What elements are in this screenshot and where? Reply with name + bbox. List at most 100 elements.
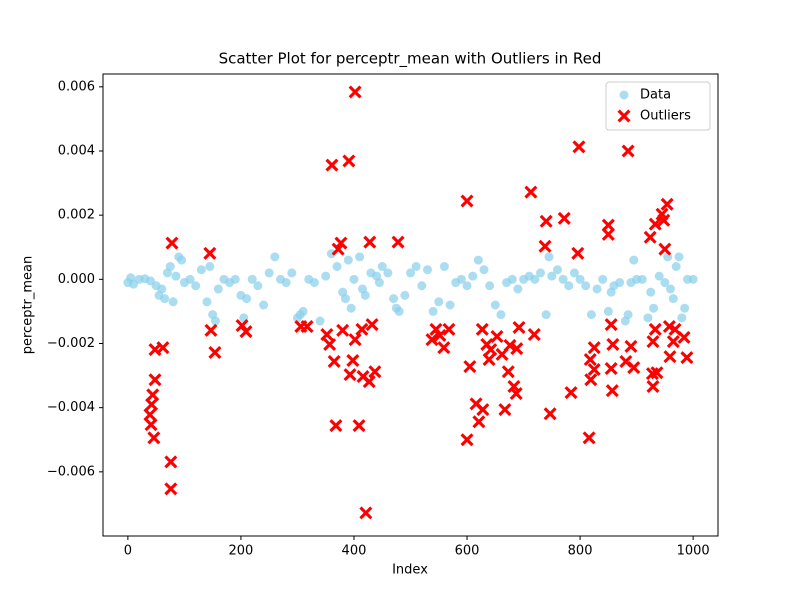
data-point bbox=[287, 268, 297, 278]
data-point bbox=[674, 252, 684, 262]
outlier-point bbox=[331, 242, 345, 256]
outlier-point bbox=[143, 408, 157, 422]
outlier-point bbox=[512, 320, 526, 334]
data-point bbox=[349, 274, 359, 284]
outlier-point bbox=[239, 325, 253, 339]
outlier-point bbox=[498, 403, 512, 417]
data-point bbox=[205, 262, 215, 271]
data-point bbox=[298, 306, 308, 316]
data-point bbox=[213, 284, 223, 294]
outlier-point bbox=[368, 365, 382, 379]
data-point bbox=[196, 265, 206, 275]
data-point bbox=[507, 274, 517, 284]
outlier-point bbox=[539, 214, 553, 228]
data-point bbox=[536, 268, 546, 278]
outlier-point bbox=[346, 354, 360, 368]
data-point bbox=[171, 271, 181, 281]
y-tick-label: 0.004 bbox=[58, 144, 95, 159]
data-point bbox=[646, 287, 656, 297]
data-point bbox=[547, 271, 557, 281]
data-point bbox=[400, 290, 410, 300]
outlier-point bbox=[475, 322, 489, 336]
x-tick-label: 0 bbox=[124, 544, 132, 559]
data-point bbox=[462, 281, 472, 291]
data-point bbox=[680, 303, 690, 313]
data-point bbox=[242, 294, 252, 304]
outlier-point bbox=[503, 338, 517, 352]
outlier-point bbox=[203, 246, 217, 260]
chart-title: Scatter Plot for perceptr_mean with Outl… bbox=[219, 50, 602, 69]
data-point bbox=[473, 255, 483, 265]
data-point bbox=[309, 278, 319, 288]
x-axis-label: Index bbox=[392, 563, 428, 578]
outlier-point bbox=[557, 211, 571, 225]
data-point bbox=[666, 284, 676, 294]
data-point bbox=[406, 268, 415, 278]
outlier-point bbox=[658, 242, 672, 256]
data-point bbox=[253, 281, 263, 291]
legend-label: Outliers bbox=[640, 109, 691, 124]
data-point bbox=[643, 313, 653, 323]
data-point bbox=[247, 274, 257, 284]
outlier-point bbox=[627, 361, 641, 375]
data-point bbox=[586, 310, 596, 320]
data-point bbox=[270, 252, 280, 262]
data-point bbox=[383, 268, 393, 278]
outlier-point bbox=[362, 375, 376, 389]
outlier-point bbox=[657, 213, 671, 227]
outlier-point bbox=[646, 379, 660, 393]
data-point bbox=[479, 265, 489, 275]
data-point bbox=[428, 306, 438, 316]
outlier-point bbox=[320, 328, 334, 342]
outlier-point bbox=[538, 239, 552, 253]
legend-label: Data bbox=[640, 88, 671, 103]
series-1 bbox=[143, 85, 694, 520]
outlier-point bbox=[482, 353, 496, 367]
outlier-point bbox=[472, 415, 486, 429]
outlier-point bbox=[663, 350, 677, 364]
outlier-point bbox=[527, 328, 541, 342]
outlier-point bbox=[677, 330, 691, 344]
series-0 bbox=[123, 249, 698, 326]
outlier-point bbox=[646, 335, 660, 349]
outlier-point bbox=[348, 333, 362, 347]
legend-box bbox=[605, 81, 711, 131]
outlier-point bbox=[666, 335, 680, 349]
outlier-point bbox=[323, 337, 337, 351]
outlier-point bbox=[156, 341, 170, 355]
data-point bbox=[581, 281, 591, 291]
data-point bbox=[485, 281, 495, 291]
outlier-point bbox=[365, 318, 379, 332]
data-point bbox=[191, 281, 201, 291]
outlier-point bbox=[524, 185, 538, 199]
data-point bbox=[468, 271, 478, 281]
outlier-point bbox=[587, 341, 601, 355]
x-tick-label: 600 bbox=[455, 544, 480, 559]
data-point bbox=[434, 297, 444, 307]
y-tick-label: −0.004 bbox=[47, 400, 95, 415]
outlier-point bbox=[460, 433, 474, 447]
outlier-point bbox=[571, 246, 585, 260]
data-point bbox=[377, 262, 387, 271]
data-point bbox=[592, 284, 602, 294]
data-point bbox=[649, 303, 659, 313]
x-tick-label: 800 bbox=[568, 544, 593, 559]
data-point bbox=[671, 262, 681, 271]
data-point bbox=[374, 278, 384, 288]
outlier-point bbox=[490, 329, 504, 343]
outlier-point bbox=[583, 353, 597, 367]
data-point bbox=[230, 274, 240, 284]
data-point bbox=[660, 278, 670, 288]
outlier-point bbox=[601, 227, 615, 241]
data-point bbox=[558, 274, 568, 284]
outlier-point bbox=[605, 384, 619, 398]
outlier-point bbox=[342, 154, 356, 168]
outlier-point bbox=[463, 360, 477, 374]
data-point bbox=[422, 265, 432, 275]
y-tick-label: 0.002 bbox=[58, 208, 95, 223]
data-point bbox=[185, 274, 195, 284]
outlier-point bbox=[484, 343, 498, 357]
x-tick-label: 400 bbox=[342, 544, 367, 559]
data-point bbox=[564, 281, 574, 291]
